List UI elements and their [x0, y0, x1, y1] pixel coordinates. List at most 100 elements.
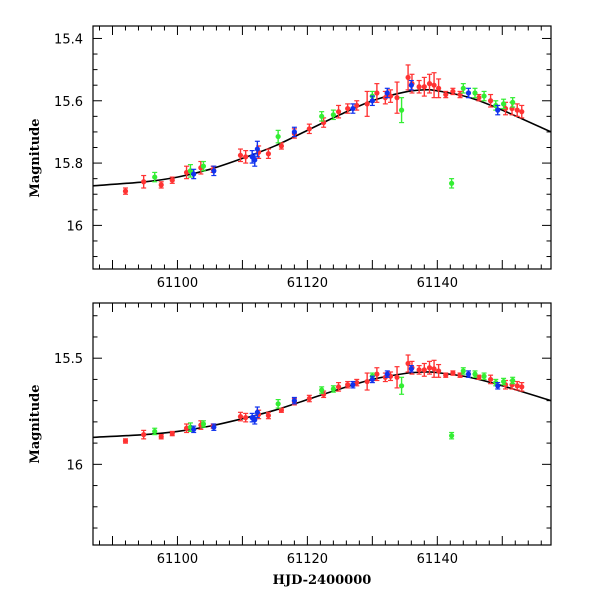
top-marker-red	[306, 126, 312, 132]
bottom-marker-green	[449, 433, 455, 439]
bottom-point-red	[122, 438, 129, 444]
bottom-point-green	[152, 427, 158, 436]
top-point-blue	[191, 168, 197, 180]
top-ylabel: Magnitude	[28, 118, 43, 197]
bottom-marker-red	[421, 367, 427, 373]
bottom-point-blue	[350, 380, 356, 389]
bottom-point-blue	[252, 414, 258, 425]
top-xtick-label: 61120	[287, 276, 328, 291]
top-ytick-label: 15.8	[54, 157, 83, 172]
top-marker-blue	[291, 129, 297, 135]
top-point-red	[436, 78, 442, 99]
top-point-red	[141, 174, 147, 189]
bottom-marker-green	[472, 371, 478, 377]
top-point-red	[335, 104, 342, 119]
top-marker-red	[421, 84, 427, 90]
bottom-marker-blue	[408, 366, 414, 372]
top-point-blue	[291, 126, 297, 138]
bottom-point-red	[519, 382, 525, 392]
bottom-marker-blue	[191, 426, 197, 432]
bottom-marker-red	[476, 374, 482, 380]
bottom-point-red	[443, 372, 449, 378]
bottom-point-red	[306, 394, 312, 403]
top-point-red	[243, 150, 249, 164]
top-plot-frame	[92, 25, 552, 270]
bottom-ytick-label: 15.5	[54, 352, 83, 367]
top-point-red	[183, 165, 190, 180]
top-marker-blue	[211, 168, 217, 174]
bottom-marker-red	[436, 368, 442, 374]
bottom-marker-red	[141, 432, 147, 438]
top-xtick-label: 61140	[417, 276, 458, 291]
bottom-marker-red	[519, 384, 525, 390]
bottom-point-red	[169, 430, 175, 437]
top-marker-red	[169, 177, 175, 183]
top-point-blue	[495, 104, 501, 116]
bottom-marker-red	[306, 395, 312, 402]
top-marker-green	[330, 112, 336, 118]
bottom-marker-red	[354, 380, 360, 386]
bottom-marker-green	[275, 401, 281, 407]
bottom-point-red	[487, 374, 494, 385]
bottom-point-red	[450, 370, 456, 376]
top-point-blue	[408, 79, 414, 91]
top-point-red	[487, 93, 494, 108]
bottom-point-blue	[495, 382, 501, 390]
top-marker-blue	[384, 90, 390, 96]
top-point-red	[394, 81, 400, 114]
top-marker-green	[500, 101, 507, 107]
top-point-green	[500, 98, 507, 110]
bottom-point-green	[460, 367, 466, 375]
top-point-red	[364, 90, 370, 117]
top-marker-blue	[254, 146, 260, 152]
top-marker-green	[398, 107, 405, 113]
top-marker-blue	[350, 105, 356, 112]
bottom-point-red	[237, 411, 244, 422]
top-ytick-label: 16	[66, 219, 83, 234]
bottom-marker-blue	[495, 383, 501, 389]
top-point-red	[198, 160, 204, 175]
bottom-marker-red	[364, 378, 370, 385]
bottom-plot-frame	[92, 302, 552, 546]
top-marker-blue	[495, 107, 501, 113]
top-marker-red	[354, 102, 360, 109]
bottom-point-green	[449, 431, 455, 440]
bottom-point-blue	[191, 425, 197, 434]
top-marker-red	[158, 182, 164, 188]
bottom-marker-red	[237, 413, 244, 420]
top-marker-red	[122, 188, 129, 194]
bottom-marker-blue	[211, 424, 217, 430]
bottom-marker-blue	[369, 376, 375, 383]
bottom-point-red	[183, 423, 190, 434]
bottom-marker-red	[169, 430, 175, 437]
top-point-blue	[369, 95, 375, 107]
bottom-point-green	[398, 376, 405, 395]
bottom-marker-red	[426, 365, 433, 371]
top-point-green	[510, 97, 516, 108]
top-marker-red	[514, 107, 520, 113]
top-marker-red	[345, 105, 351, 112]
top-marker-red	[436, 85, 442, 91]
bottom-point-blue	[408, 365, 414, 373]
bottom-point-red	[243, 412, 249, 423]
bottom-point-blue	[384, 370, 390, 378]
bottom-xlabel: HJD-2400000	[273, 573, 372, 588]
top-marker-red	[364, 101, 370, 107]
top-marker-red	[335, 109, 342, 115]
top-marker-green	[481, 93, 487, 99]
top-marker-red	[450, 88, 456, 95]
bottom-marker-red	[345, 382, 351, 388]
top-marker-blue	[465, 90, 472, 96]
top-marker-green	[275, 133, 281, 140]
top-point-blue	[254, 140, 260, 158]
bottom-point-green	[275, 398, 281, 409]
bottom-xtick-label: 61100	[157, 552, 198, 567]
top-marker-green	[460, 85, 466, 91]
top-marker-red	[416, 84, 422, 90]
top-panel: 61100 61120 61140 15.4 15.6 15.8 16	[54, 25, 552, 291]
top-marker-red	[426, 81, 433, 87]
top-point-blue	[211, 165, 217, 177]
bottom-point-red	[416, 365, 422, 375]
top-marker-red	[431, 82, 437, 88]
